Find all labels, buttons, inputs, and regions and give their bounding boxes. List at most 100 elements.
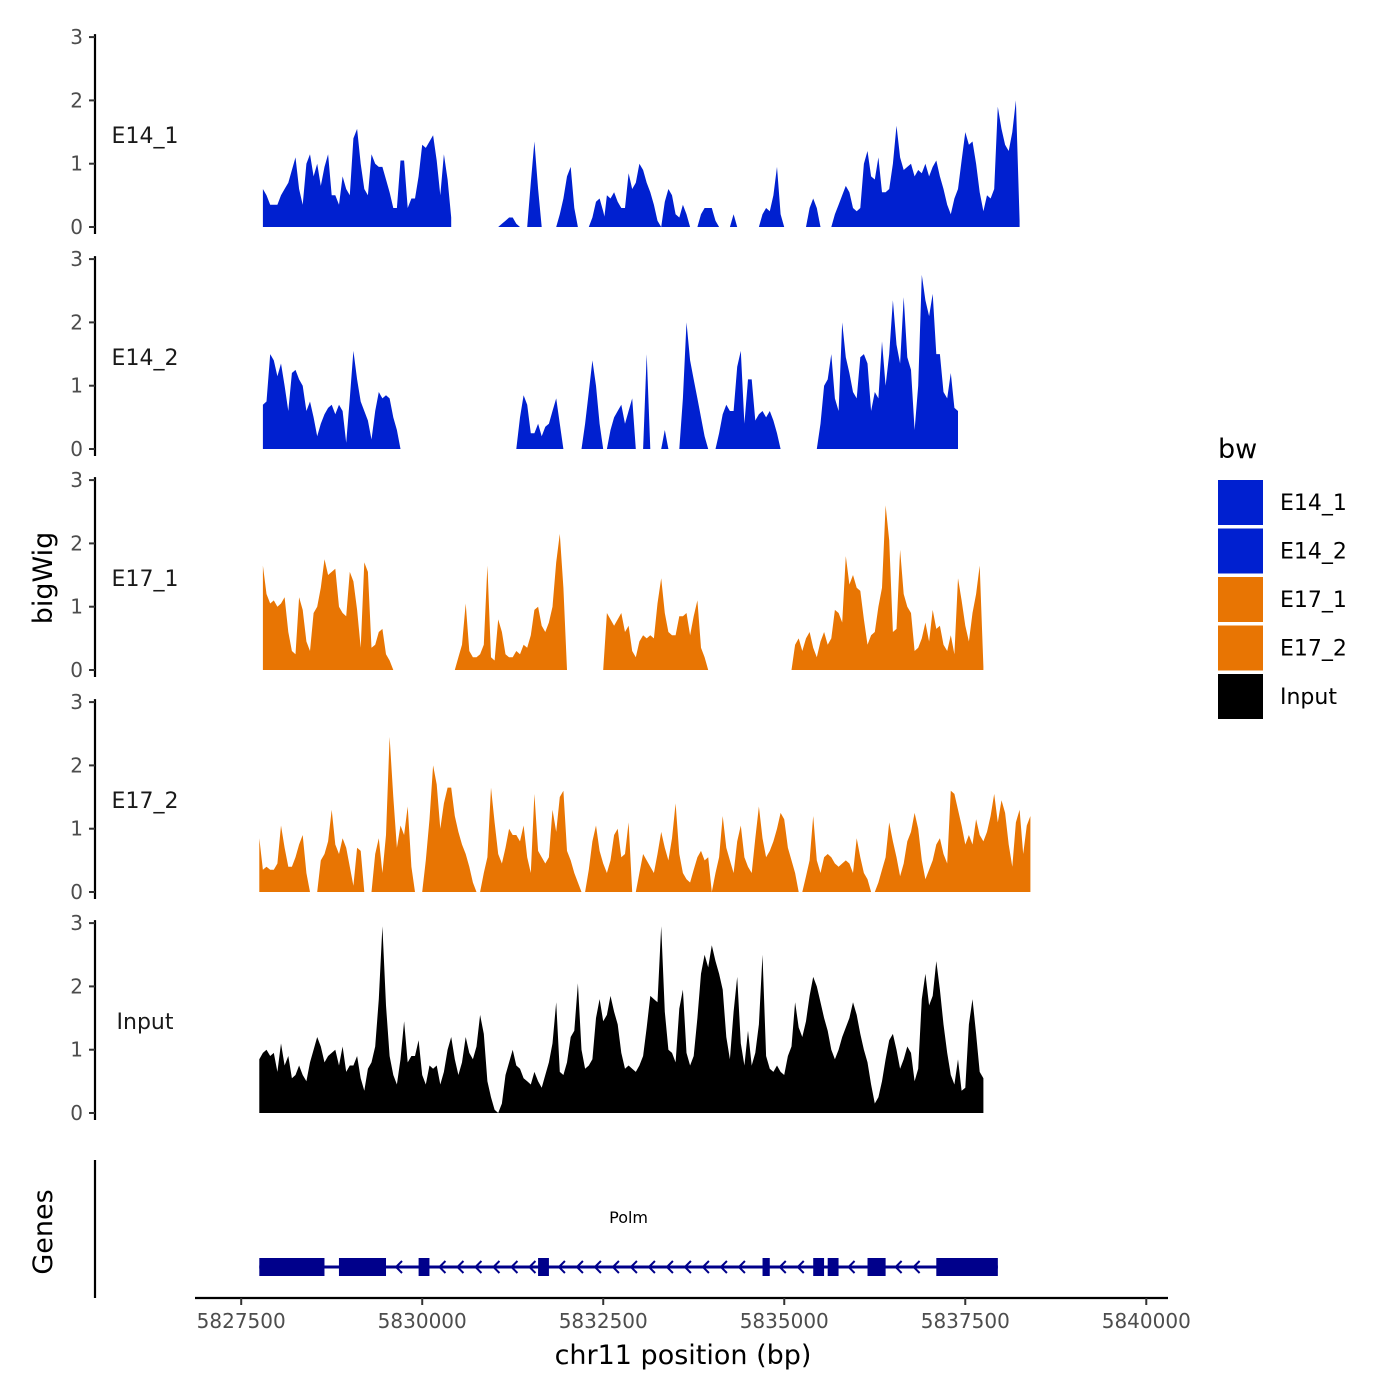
signal-area (480, 787, 582, 892)
signal-area (581, 360, 604, 449)
strand-arrow (593, 1260, 602, 1274)
track-label: E17_1 (112, 567, 179, 592)
strand-arrow (528, 1260, 537, 1274)
signal-area (661, 430, 669, 449)
genes-track: Polm (93, 1160, 998, 1298)
y-tick-label: 2 (70, 753, 83, 777)
y-tick-label: 0 (70, 437, 83, 461)
strand-arrow (456, 1260, 465, 1274)
y-tick-label: 3 (70, 690, 83, 714)
signal-area (371, 736, 415, 892)
strand-arrow (737, 1260, 746, 1274)
x-tick-label: 5840000 (1102, 1309, 1191, 1333)
strand-arrow (629, 1260, 638, 1274)
bigwig-tracks: 0 1 2 3 E14_1 0 1 2 3 E14_2 0 1 2 3 E17_1 0 1 2 3 E17_2 0 1 2 3… (70, 25, 1031, 1125)
y-tick-label: 2 (70, 88, 83, 112)
signal-area (606, 398, 636, 449)
strand-arrow (683, 1260, 692, 1274)
y-tick-label: 3 (70, 468, 83, 492)
track-label: Input (117, 1010, 174, 1035)
x-tick-label: 5827500 (197, 1309, 286, 1333)
track-input: 0 1 2 3 Input (70, 911, 984, 1125)
legend-label: E17_2 (1280, 637, 1347, 662)
gene-exon (538, 1258, 549, 1276)
signal-area (259, 926, 984, 1113)
legend-label: Input (1280, 685, 1337, 710)
y-tick-label: 2 (70, 974, 83, 998)
legend-swatch (1218, 577, 1263, 622)
signal-area (816, 274, 958, 449)
legend-swatch (1218, 625, 1263, 671)
signal-area (556, 166, 578, 227)
signal-area (262, 350, 401, 449)
signal-area (806, 198, 821, 227)
signal-area (697, 208, 720, 227)
signal-area (802, 816, 872, 892)
strand-arrow (847, 1260, 856, 1274)
gene-label: Polm (609, 1208, 648, 1227)
strand-arrow (557, 1260, 566, 1274)
strand-arrow (665, 1260, 674, 1274)
signal-area (516, 395, 564, 449)
y-tick-label: 0 (70, 880, 83, 904)
track-label: E14_2 (112, 346, 179, 371)
signal-area (259, 825, 310, 892)
gene-exon (827, 1258, 839, 1276)
strand-arrow (510, 1260, 519, 1274)
legend-label: E17_1 (1280, 588, 1347, 613)
signal-area (831, 100, 1020, 227)
y-tick-label: 0 (70, 215, 83, 239)
signal-area (588, 198, 607, 227)
strand-arrow (438, 1260, 447, 1274)
signal-area (874, 790, 1031, 892)
gene-exon (813, 1258, 825, 1276)
strand-arrow (647, 1260, 656, 1274)
y-tick-label: 0 (70, 1101, 83, 1125)
legend-title: bw (1218, 434, 1257, 465)
gene-exon (418, 1258, 430, 1276)
y-tick-label: 1 (70, 817, 83, 841)
y-tick-label: 3 (70, 911, 83, 935)
legend-swatch (1218, 528, 1263, 574)
legend-label: E14_1 (1280, 491, 1347, 516)
strand-arrow (912, 1260, 921, 1274)
strand-arrow (611, 1260, 620, 1274)
signal-area (711, 806, 799, 892)
gene-exon (259, 1258, 325, 1276)
y-tick-label: 0 (70, 658, 83, 682)
x-tick-label: 5835000 (740, 1309, 829, 1333)
signal-area (603, 578, 709, 670)
y-tick-label: 1 (70, 152, 83, 176)
signal-area (729, 214, 738, 227)
y-tick-label: 2 (70, 531, 83, 555)
legend-label: E14_2 (1280, 540, 1347, 565)
y-tick-label: 1 (70, 1038, 83, 1062)
legend: bw E14_1 E14_2 E17_1 E17_2 Input (1218, 434, 1347, 719)
signal-area (527, 141, 542, 227)
signal-area (262, 128, 452, 227)
legend-swatch (1218, 674, 1263, 719)
signal-area (679, 322, 709, 449)
x-tick-label: 5837500 (921, 1309, 1010, 1333)
track-e14-1: 0 1 2 3 E14_1 (70, 25, 1020, 239)
y-tick-label: 1 (70, 374, 83, 398)
signal-area (643, 354, 651, 449)
x-tick-label: 5830000 (378, 1309, 467, 1333)
strand-arrow (575, 1260, 584, 1274)
strand-arrow (474, 1260, 483, 1274)
signal-area (262, 559, 394, 670)
strand-arrow (719, 1260, 728, 1274)
signal-area (635, 803, 712, 892)
gene-exon (936, 1258, 998, 1276)
genes-axis-title: Genes (28, 1189, 59, 1274)
strand-arrow (394, 1260, 403, 1274)
y-axis-title: bigWig (28, 532, 59, 625)
strand-arrow (492, 1260, 501, 1274)
legend-swatch (1218, 480, 1263, 525)
signal-area (603, 163, 662, 227)
signal-area (454, 533, 567, 670)
y-tick-label: 1 (70, 595, 83, 619)
signal-area (317, 809, 365, 892)
gene-exon (762, 1258, 770, 1276)
